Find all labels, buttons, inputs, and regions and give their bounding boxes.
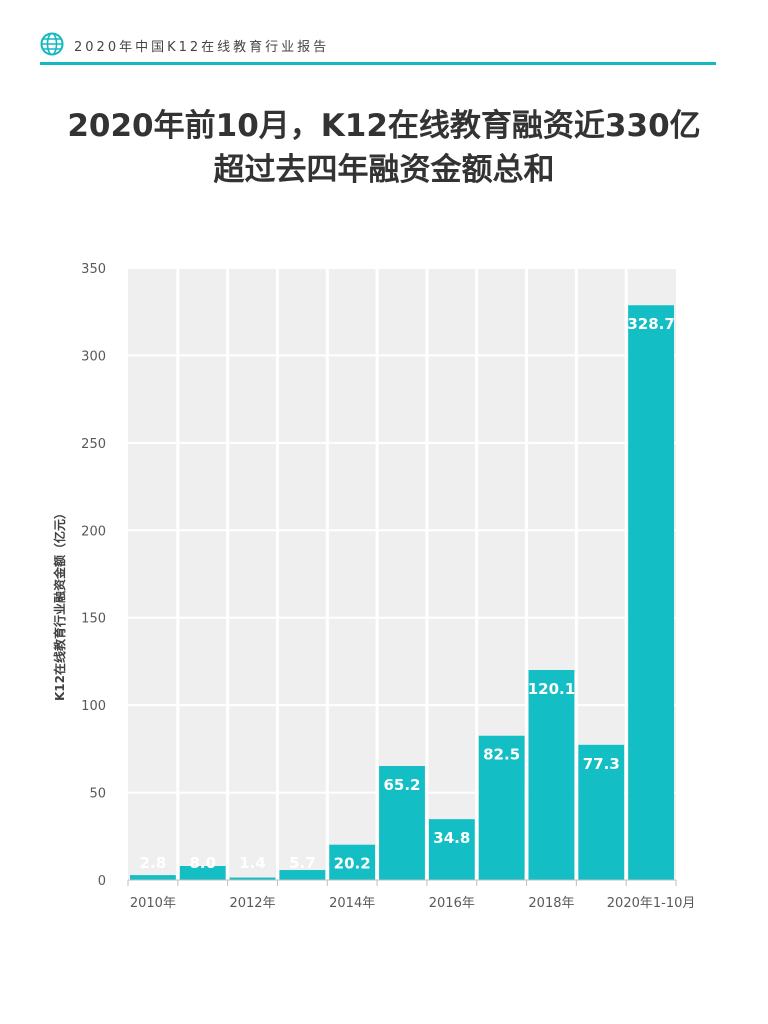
data-label: 82.5 [483,746,520,764]
y-tick-label: 150 [81,612,106,627]
y-tick-label: 300 [81,349,106,364]
data-label: 34.8 [433,829,470,847]
bar-2015年 [379,765,425,880]
bar-2020年1-10月 [628,305,674,880]
y-tick-label: 0 [98,874,106,889]
data-label: 1.4 [239,854,266,872]
x-tick-label: 2014年 [329,896,375,911]
data-label: 328.7 [627,315,674,333]
x-tick-label: 2012年 [229,896,275,911]
data-label: 65.2 [383,776,420,794]
bar-2013年 [279,870,326,880]
bar-2019年 [578,744,625,880]
y-tick-label: 200 [81,524,106,539]
report-header: 2020年中国K12在线教育行业报告 [40,30,716,66]
y-tick-label: 50 [89,787,106,802]
page-title-line-1: 2020年前10月，K12在线教育融资近330亿 [67,108,701,144]
x-tick-label: 2010年 [130,896,176,911]
bar-2010年 [130,875,176,880]
bar-2012年 [229,877,276,880]
x-tick-label: 2016年 [429,896,475,911]
page-title: 2020年前10月，K12在线教育融资近330亿 超过去四年融资金额总和 [0,104,768,192]
data-label: 5.7 [289,854,316,872]
y-tick-label: 350 [81,262,106,277]
bar-2014年 [329,844,376,880]
x-tick-label: 2018年 [528,896,574,911]
y-axis-title: K12在线教育行业融资金额（亿元） [52,507,67,701]
header-divider [40,62,716,65]
x-tick-label: 2020年1-10月 [607,896,696,911]
page-title-line-2: 超过去四年融资金额总和 [213,152,555,188]
bar-2016年 [428,819,475,880]
data-label: 2.8 [140,854,167,872]
bar-2017年 [478,735,525,880]
bar-2018年 [528,669,575,880]
y-tick-label: 100 [81,699,106,714]
data-label: 77.3 [583,755,620,773]
data-label: 120.1 [528,680,575,698]
report-title: 2020年中国K12在线教育行业报告 [74,40,330,55]
data-label: 20.2 [334,855,371,873]
globe-icon [40,32,64,56]
data-label: 8.0 [189,854,216,872]
y-tick-label: 250 [81,437,106,452]
bar-2011年 [179,866,226,880]
